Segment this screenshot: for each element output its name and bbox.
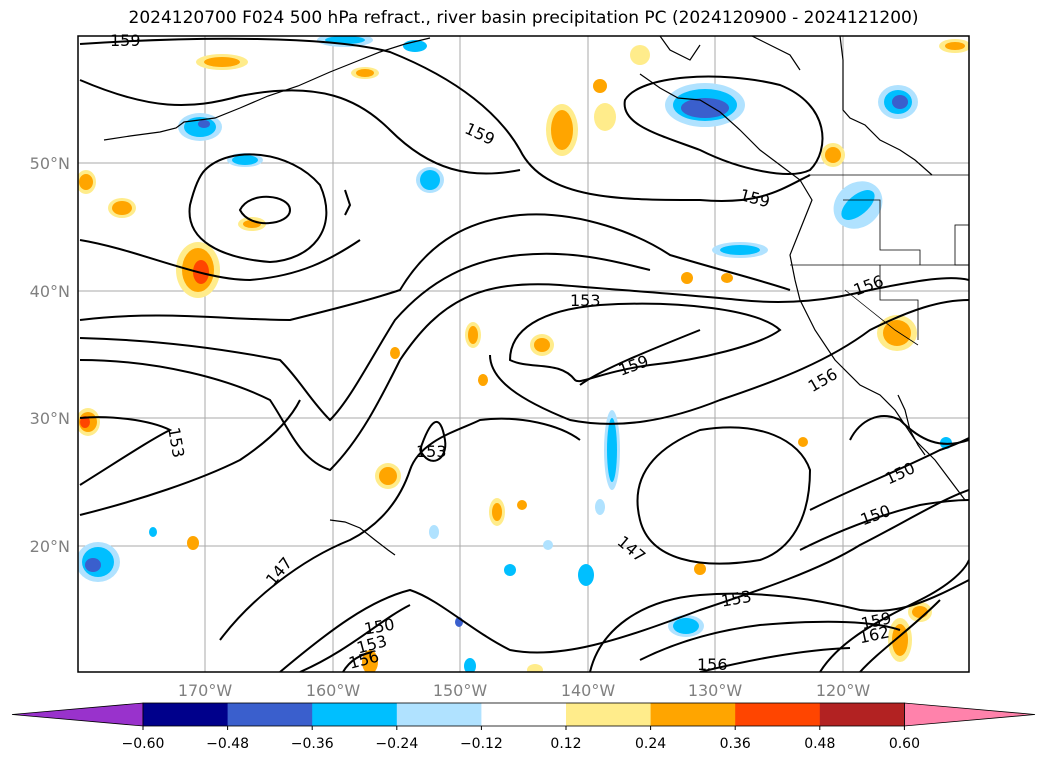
lat-label: 30°N [30, 409, 70, 428]
colorbar-segment [650, 703, 736, 726]
colorbar-tick-label: −0.60 [122, 736, 165, 752]
colorbar-extension-low [11, 702, 144, 727]
lon-label: 130°W [688, 681, 743, 700]
lon-label: 160°W [306, 681, 361, 700]
colorbar-tick-label: 0.12 [550, 736, 581, 752]
colorbar-tick-label: 0.48 [804, 736, 835, 752]
longitude-labels: 170°W 160°W 150°W 140°W 130°W 120°W [178, 681, 871, 700]
refractivity-contours [79, 37, 969, 672]
lon-label: 140°W [561, 681, 616, 700]
contour-label: 159 [110, 31, 141, 50]
contour-label: 156 [697, 655, 728, 674]
colorbar: −0.60 −0.48 −0.36 −0.24 −0.12 0.12 0.24 0.36 0.4… [11, 702, 1036, 752]
colorbar-segment [819, 703, 905, 726]
lon-label: 120°W [816, 681, 871, 700]
lat-label: 20°N [30, 537, 70, 556]
colorbar-segment [396, 703, 482, 726]
colorbar-segment [481, 703, 567, 726]
contour-label: 153 [570, 291, 601, 310]
latitude-labels: 50°N 40°N 30°N 20°N [30, 154, 70, 556]
colorbar-segment [312, 703, 398, 726]
colorbar-segment [227, 703, 313, 726]
colorbar-extension-high [904, 702, 1036, 727]
contour-label: 153 [416, 442, 447, 461]
precipitation-shading [78, 36, 969, 672]
colorbar-tick-label: −0.36 [291, 736, 334, 752]
lon-label: 150°W [433, 681, 488, 700]
colorbar-tick-label: 0.60 [889, 736, 920, 752]
lat-label: 50°N [30, 154, 70, 173]
colorbar-segment [735, 703, 821, 726]
colorbar-segment [566, 703, 652, 726]
colorbar-tick-label: −0.48 [206, 736, 249, 752]
colorbar-frame [142, 702, 905, 727]
colorbar-tick-label: 0.24 [635, 736, 666, 752]
borders [790, 174, 969, 346]
colorbar-tick-label: −0.24 [375, 736, 418, 752]
lon-label: 170°W [178, 681, 233, 700]
colorbar-segment [143, 703, 229, 726]
map-title: 2024120700 F024 500 hPa refract., river … [128, 8, 919, 28]
colorbar-tick-label: 0.36 [720, 736, 751, 752]
lat-label: 40°N [30, 282, 70, 301]
map-frame [77, 35, 970, 673]
colorbar-tick-label: −0.12 [460, 736, 503, 752]
